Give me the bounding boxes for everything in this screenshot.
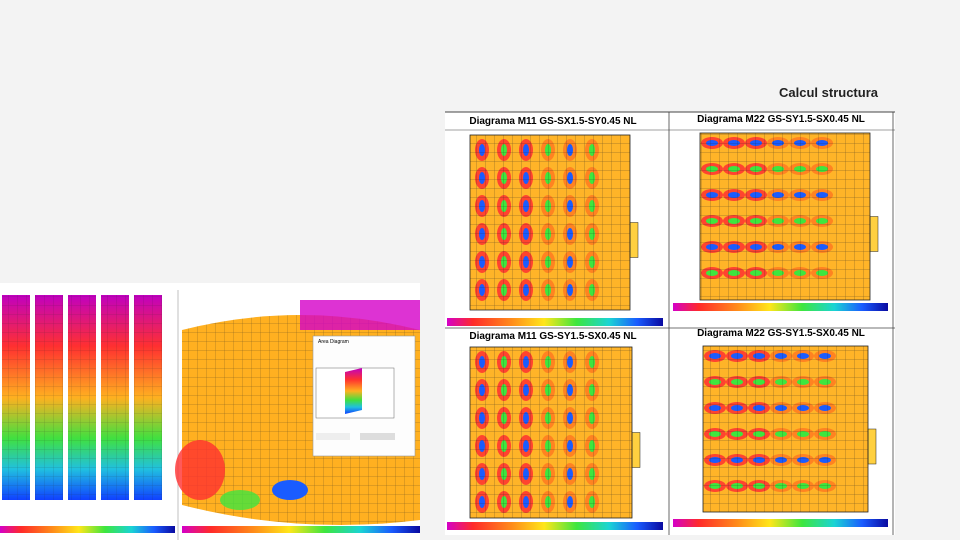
column-mesh bbox=[68, 295, 96, 500]
plot-mesh bbox=[470, 135, 630, 310]
plot-tab bbox=[631, 432, 641, 468]
slide-title: Calcul structura bbox=[779, 85, 879, 100]
contour-plot bbox=[673, 132, 888, 311]
plot-frame bbox=[469, 134, 631, 311]
plot-tab bbox=[867, 428, 877, 465]
column-mesh bbox=[2, 295, 30, 500]
colorbar bbox=[673, 519, 888, 527]
column-mesh bbox=[101, 295, 129, 500]
plot-mesh bbox=[703, 346, 868, 512]
left-image: Area Diagram bbox=[0, 283, 420, 540]
contour-plot bbox=[673, 345, 888, 527]
plot-mesh bbox=[700, 133, 870, 300]
right-image: Diagrama M11 GS-SX1.5-SY0.45 NL Diagrama… bbox=[445, 111, 895, 535]
plot-frame bbox=[699, 132, 871, 301]
plot-mesh bbox=[470, 347, 632, 518]
contour-plot bbox=[447, 346, 663, 530]
dialog-title: Area Diagram bbox=[318, 339, 349, 345]
panel-title: Diagrama M22 GS-SY1.5-SX0.45 NL bbox=[697, 114, 865, 125]
plot-frame bbox=[469, 346, 633, 519]
panel-title: Diagrama M22 GS-SY1.5-SX0.45 NL bbox=[697, 328, 865, 339]
column-mesh bbox=[134, 295, 162, 500]
plot-tab bbox=[869, 216, 879, 252]
dialog: Area Diagram bbox=[312, 335, 416, 457]
column-mesh bbox=[35, 295, 63, 500]
plot-tab bbox=[629, 222, 639, 258]
panel-title: Diagrama M11 GS-SX1.5-SY0.45 NL bbox=[469, 116, 636, 127]
colorbar bbox=[447, 318, 663, 326]
panel-title: Diagrama M11 GS-SY1.5-SX0.45 NL bbox=[469, 331, 636, 342]
plot-frame bbox=[702, 345, 869, 513]
contour-plot bbox=[447, 134, 663, 326]
colorbar bbox=[447, 522, 663, 530]
colorbar bbox=[673, 303, 888, 311]
